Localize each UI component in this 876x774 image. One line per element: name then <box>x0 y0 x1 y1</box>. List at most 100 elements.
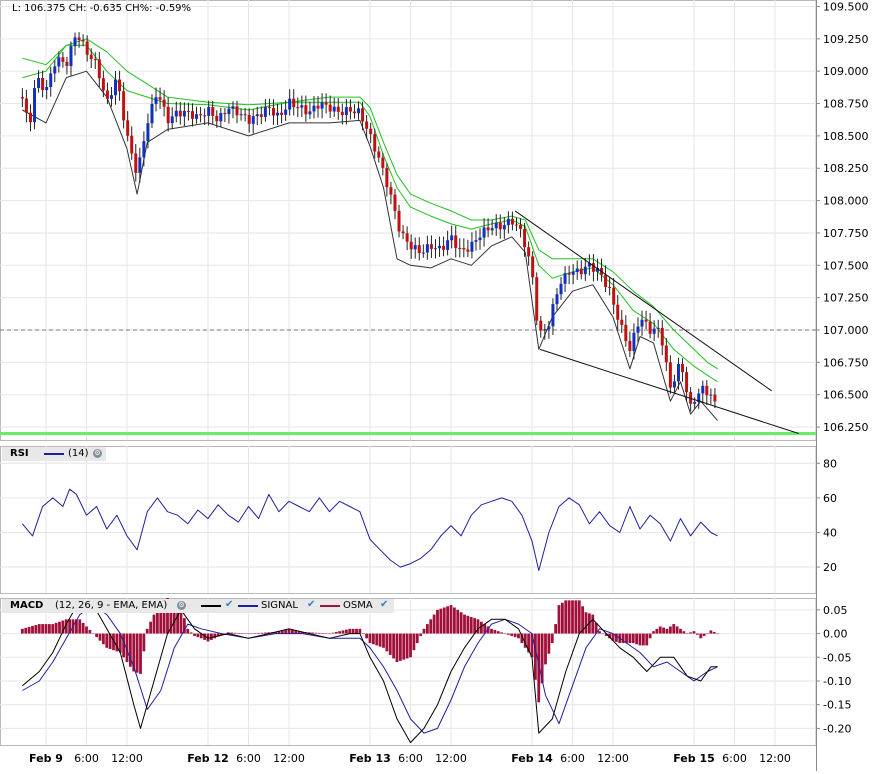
osma-bar <box>550 633 554 644</box>
osma-bar <box>321 633 325 634</box>
candle-body <box>709 394 713 396</box>
osma-bar <box>415 633 419 644</box>
x-tick-label: Feb 15 <box>673 752 715 765</box>
candle-body <box>24 98 28 113</box>
osma-bar <box>554 624 558 634</box>
candle-body <box>656 327 660 329</box>
candle-body <box>672 381 676 388</box>
osma-bar <box>34 625 38 634</box>
osma-bar <box>682 631 686 634</box>
osma-bar <box>74 619 78 634</box>
candle-body <box>41 77 45 91</box>
price-tick-label: 106.750 <box>823 356 869 369</box>
osma-bar <box>95 633 99 638</box>
candle-body <box>474 240 478 242</box>
osma-bar <box>81 622 85 634</box>
macd-tick-label: 0.00 <box>823 628 848 641</box>
osma-bar <box>398 633 402 661</box>
osma-bar <box>446 606 450 634</box>
candle-body <box>559 283 563 295</box>
candle-body <box>57 57 61 67</box>
candle-body <box>567 273 571 275</box>
osma-bar <box>395 633 399 663</box>
candle-body <box>324 102 328 105</box>
candle-body <box>510 218 514 225</box>
osma-bar <box>182 618 186 634</box>
price-tick-label: 107.250 <box>823 292 869 305</box>
osma-bar <box>105 633 109 648</box>
candle-body <box>644 319 648 322</box>
osma-bar <box>530 633 534 658</box>
osma-bar <box>91 633 95 635</box>
osma-bar <box>189 632 193 634</box>
candle-body <box>207 107 211 116</box>
osma-bar <box>500 632 504 634</box>
osma-bar <box>527 633 531 653</box>
price-tick-label: 106.250 <box>823 421 869 434</box>
candle-body <box>255 114 259 117</box>
macd-settings-icon[interactable]: ⚙ <box>177 601 186 610</box>
signal-check-icon[interactable]: ✔ <box>307 599 316 610</box>
candle-body <box>591 263 595 272</box>
osma-bar <box>287 628 291 634</box>
candle-body <box>45 87 49 91</box>
osma-bar <box>699 633 703 639</box>
osma-bar <box>621 633 625 644</box>
candle-body <box>130 135 134 154</box>
osma-bar <box>47 624 51 634</box>
candle-body <box>109 95 113 99</box>
osma-bar <box>88 630 92 634</box>
price-tick-label: 107.750 <box>823 227 869 240</box>
candle-body <box>199 114 203 116</box>
osma-bar <box>540 633 544 684</box>
osma-bar <box>439 608 443 634</box>
osma-bar <box>132 633 136 672</box>
osma-bar <box>557 605 561 634</box>
candle-body <box>235 106 239 116</box>
rsi-tick-label: 20 <box>823 561 837 574</box>
candle-body <box>685 372 689 393</box>
rsi-settings-icon[interactable]: ⚙ <box>93 449 102 458</box>
osma-bar <box>382 633 385 648</box>
candle-body <box>251 116 255 124</box>
osma-bar <box>209 633 213 640</box>
osma-bar <box>510 633 514 636</box>
osma-bar <box>594 622 598 634</box>
candle-body <box>462 248 466 250</box>
rsi-tick-label: 40 <box>823 526 837 539</box>
candle-body <box>701 385 705 394</box>
x-tick-label: Feb 9 <box>29 752 63 765</box>
x-tick-label: 6:00 <box>560 752 585 765</box>
macd-line <box>22 599 718 744</box>
osma-bar <box>709 630 713 634</box>
osma-bar <box>449 605 453 634</box>
candle-body <box>413 245 417 250</box>
osma-bar <box>463 614 466 634</box>
candle-body <box>81 40 85 42</box>
candle-body <box>53 66 57 74</box>
osma-bar <box>290 629 294 634</box>
osma-bar <box>230 632 234 634</box>
rsi-label: RSI <box>10 448 29 459</box>
osma-bar <box>51 624 55 634</box>
osma-bar <box>159 600 163 634</box>
candle-body <box>243 114 247 116</box>
osma-check-icon[interactable]: ✔ <box>380 599 389 610</box>
osma-bar <box>479 621 483 634</box>
candle-body <box>174 110 178 117</box>
candle-body <box>146 123 150 142</box>
osma-bar <box>37 624 41 634</box>
macd-check-icon[interactable]: ✔ <box>225 599 234 610</box>
candle-body <box>429 244 433 249</box>
price-tick-label: 107.500 <box>823 259 869 272</box>
osma-bar <box>294 630 298 634</box>
x-tick-label: 6:00 <box>236 752 261 765</box>
osma-bar <box>598 631 601 634</box>
candle-body <box>239 114 243 116</box>
osma-bar <box>199 633 203 639</box>
candle-body <box>705 385 709 396</box>
osma-bar <box>27 626 31 634</box>
candle-body <box>138 157 142 173</box>
osma-bar <box>247 633 250 635</box>
candle-body <box>397 210 401 232</box>
